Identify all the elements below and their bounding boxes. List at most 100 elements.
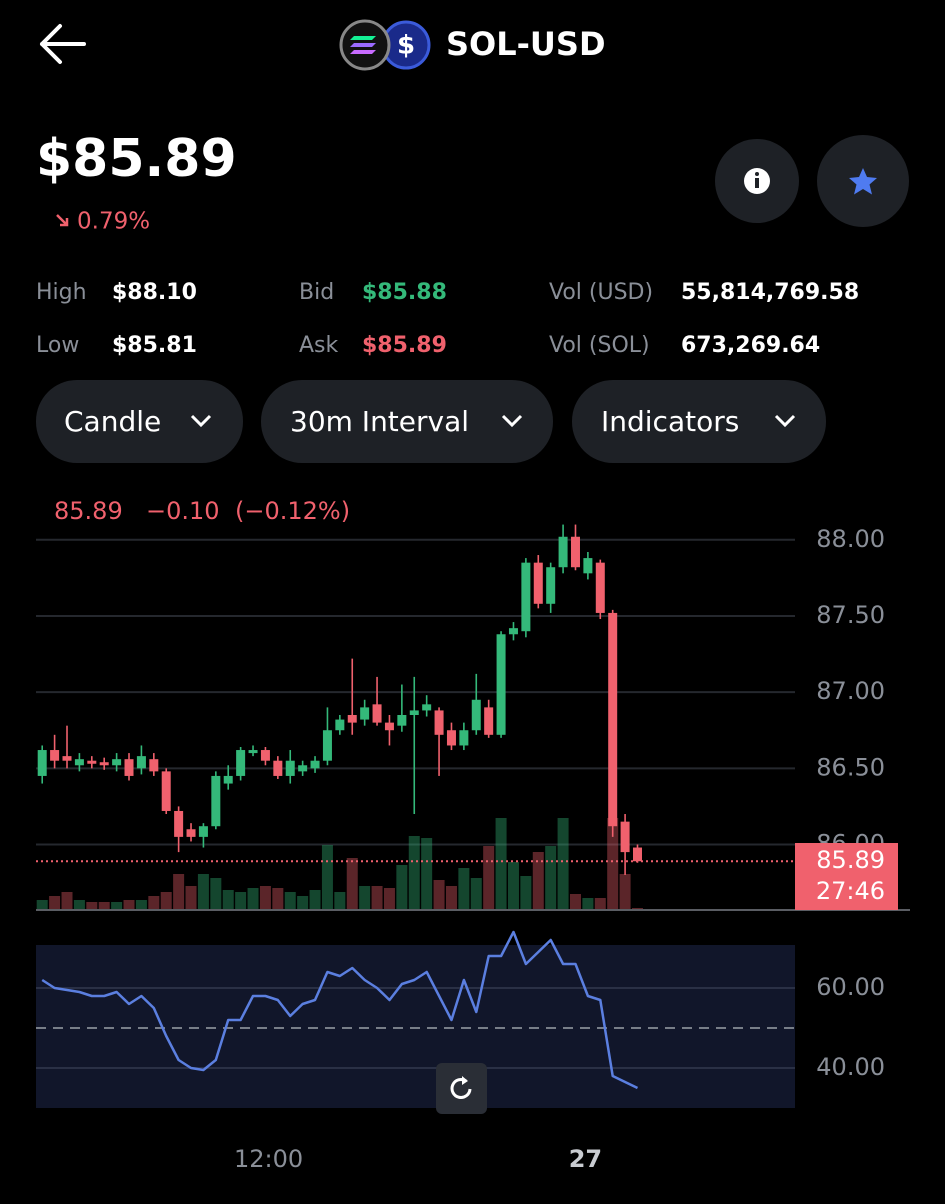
- candle-body: [260, 750, 270, 761]
- candle-body: [273, 760, 283, 776]
- candle-body: [397, 715, 407, 726]
- candle-body: [471, 699, 481, 731]
- y-tick-label: 40.00: [816, 1053, 885, 1081]
- stat-label: High: [36, 280, 87, 305]
- candle-body: [459, 730, 469, 746]
- volume-bar: [73, 900, 85, 910]
- volume-bar: [135, 900, 147, 910]
- volume-bar: [433, 880, 445, 910]
- candle-body: [533, 562, 543, 604]
- volume-bar: [507, 862, 519, 910]
- volume-bar: [61, 892, 73, 910]
- stat-value: $85.81: [112, 333, 197, 358]
- volume-bar: [520, 876, 532, 910]
- reset-button[interactable]: [436, 1063, 487, 1114]
- stat-value: 55,814,769.58: [681, 280, 859, 305]
- favorite-button[interactable]: [817, 135, 909, 227]
- stat-label: Vol (USD): [549, 280, 653, 305]
- stat-value: $88.10: [112, 280, 197, 305]
- candle-body: [372, 704, 382, 723]
- candle-body: [50, 750, 60, 761]
- y-tick-label: 86.50: [816, 753, 885, 781]
- rsi-panel: [36, 945, 795, 1108]
- volume-bar: [582, 898, 594, 910]
- legend-change: −0.10: [146, 497, 220, 525]
- candle-body: [446, 730, 456, 746]
- y-tick-label: 87.50: [816, 601, 885, 629]
- pair-icon: $: [339, 19, 431, 71]
- button-label: 30m Interval: [290, 405, 469, 438]
- volume-bar: [259, 886, 271, 910]
- candle-body: [496, 634, 506, 735]
- down-arrow: [56, 214, 69, 227]
- interval-button[interactable]: 30m Interval: [261, 380, 553, 463]
- candle-body: [322, 730, 332, 761]
- candle-body: [223, 775, 233, 784]
- candle-body: [570, 536, 580, 568]
- info-button[interactable]: [715, 139, 799, 223]
- volume-bar: [185, 886, 197, 910]
- volume-bar: [396, 865, 408, 910]
- candle-body: [74, 759, 84, 766]
- candle-body: [186, 829, 196, 837]
- chart-type-button[interactable]: Candle: [36, 380, 243, 463]
- legend-price: 85.89: [54, 497, 123, 525]
- candle-body: [310, 760, 320, 769]
- candle-body: [136, 756, 146, 769]
- candle-body: [285, 760, 295, 776]
- pair-title: SOL-USD: [446, 25, 606, 63]
- volume-bar: [36, 900, 48, 910]
- back-button[interactable]: [40, 24, 86, 64]
- volume-bar: [297, 896, 309, 910]
- rsi-layer: 40.00 60.00 12:00 27: [36, 930, 885, 1173]
- y-tick-label: 88.00: [816, 525, 885, 553]
- candle-body: [422, 704, 432, 711]
- volume-bar: [383, 888, 395, 910]
- candle-body: [409, 710, 419, 715]
- volume-bar: [321, 845, 333, 910]
- candle-body: [595, 562, 605, 613]
- y-tick-label: 87.00: [816, 677, 885, 705]
- volume-bar: [445, 886, 457, 910]
- volume-bar: [545, 846, 557, 910]
- volume-bar: [483, 846, 495, 910]
- volume-bar: [148, 896, 160, 910]
- candle-body: [384, 722, 394, 731]
- candle-body: [87, 760, 97, 764]
- volume-bar: [495, 818, 507, 910]
- stat-label: Vol (SOL): [549, 333, 650, 358]
- volume-bar: [607, 818, 619, 910]
- candle-body: [112, 759, 122, 766]
- button-label: Candle: [64, 405, 161, 438]
- candle-body: [211, 775, 221, 827]
- legend-percent: (−0.12%): [235, 497, 350, 525]
- stat-value: $85.88: [362, 280, 447, 305]
- volume-bar: [309, 890, 321, 910]
- volume-bar: [557, 818, 569, 910]
- volume-bar: [284, 892, 296, 910]
- indicators-button[interactable]: Indicators: [572, 380, 826, 463]
- volume-bar: [98, 902, 110, 910]
- volume-bar: [160, 892, 172, 910]
- candle-body: [99, 762, 109, 766]
- volume-bar: [334, 892, 346, 910]
- candle-body: [558, 536, 568, 568]
- volume-bar: [408, 836, 420, 910]
- candle-body: [347, 715, 357, 723]
- volume-bar: [371, 886, 383, 910]
- x-tick-label: 27: [569, 1145, 602, 1173]
- candle-body: [434, 710, 444, 735]
- volume-bar: [458, 868, 470, 910]
- candle-body: [236, 750, 246, 776]
- volume-bar: [359, 886, 371, 910]
- y-tick-label: 60.00: [816, 973, 885, 1001]
- volume-bar: [123, 900, 135, 910]
- overlay-layer: 85.89 27:46: [36, 843, 898, 910]
- volume-bar: [197, 874, 209, 910]
- price-tag: [795, 843, 898, 910]
- volume-bar: [247, 888, 259, 910]
- price-tag-value: 85.89: [816, 846, 885, 874]
- candle-body: [521, 562, 531, 632]
- candle-body: [248, 750, 258, 754]
